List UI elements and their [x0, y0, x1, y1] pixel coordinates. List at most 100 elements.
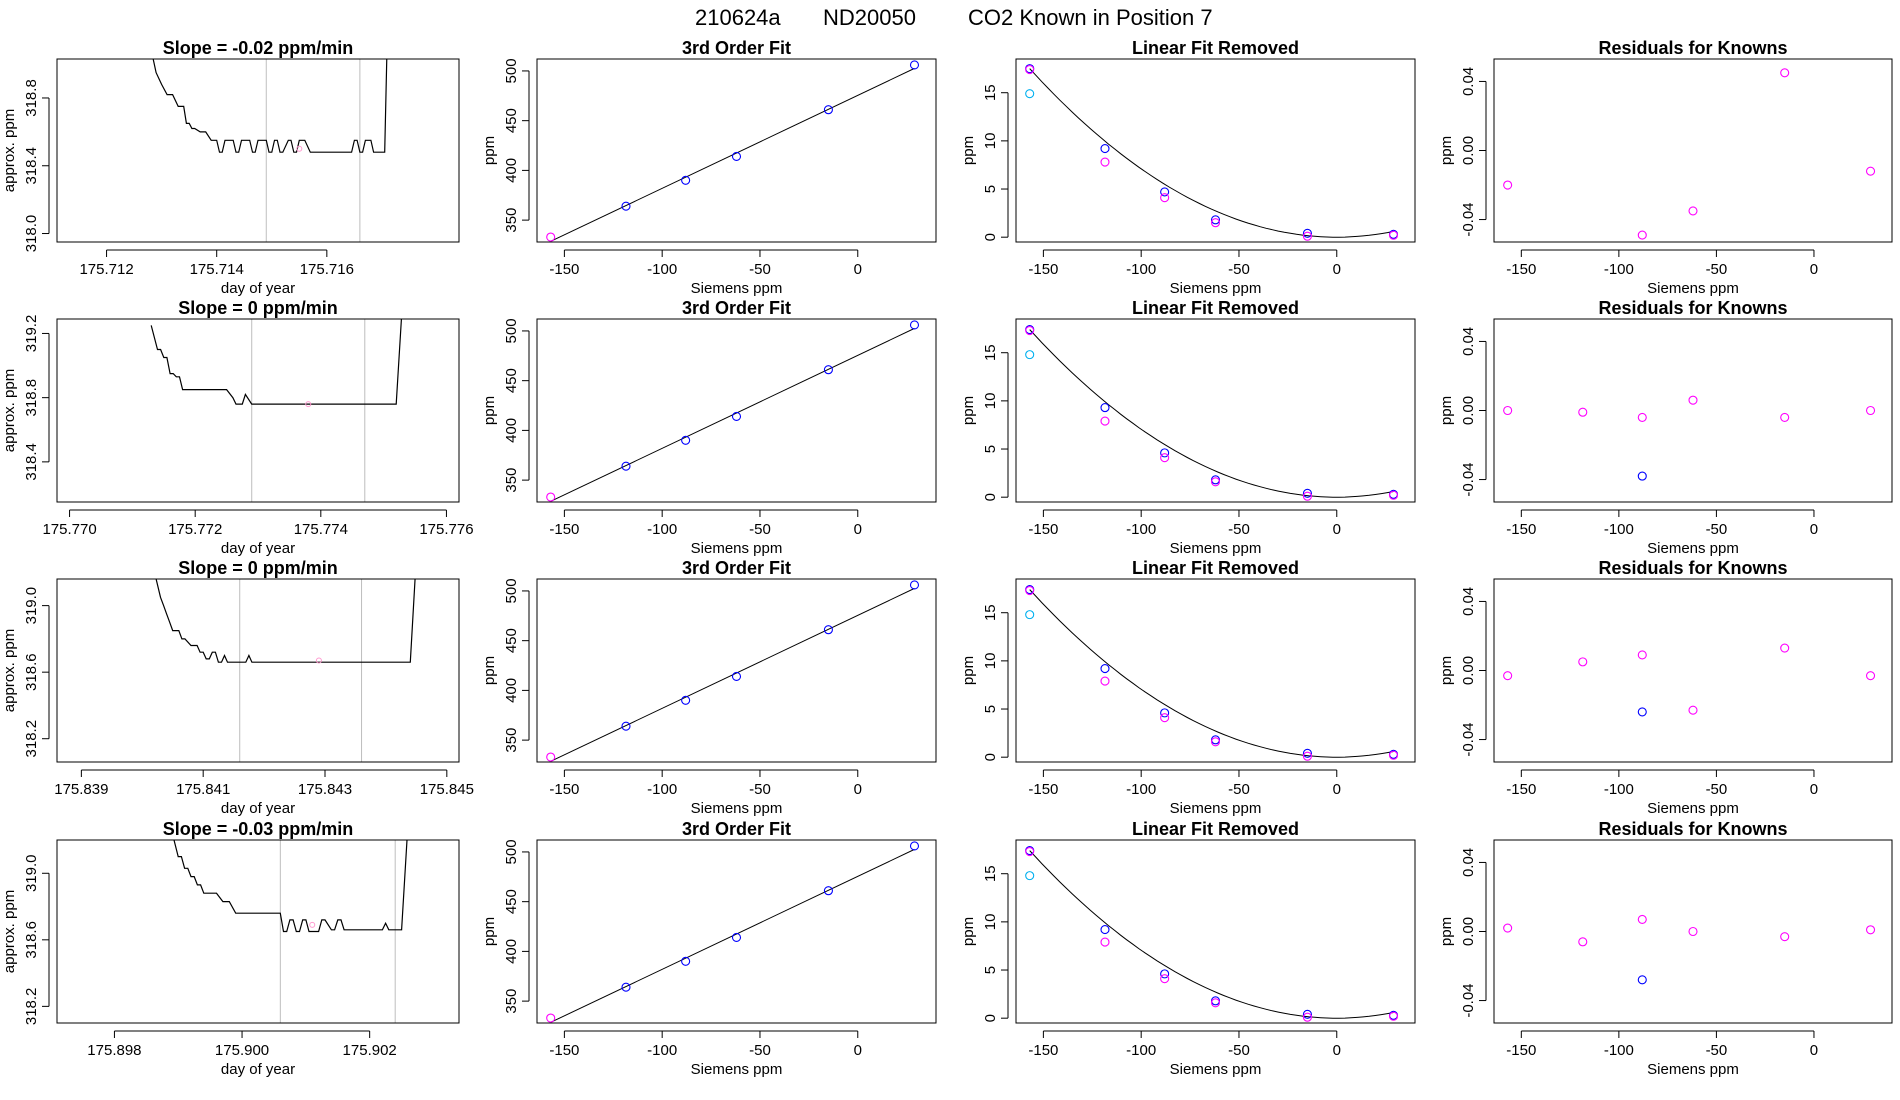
x-axis-label: Siemens ppm	[1170, 280, 1262, 297]
y-tick-label: 318.6	[23, 653, 40, 691]
x-tick-label: -100	[1604, 261, 1634, 278]
mean-marker	[296, 145, 303, 152]
x-tick-label: 175.841	[176, 781, 230, 798]
y-tick-label: 0.00	[1460, 136, 1477, 165]
x-tick-label: -100	[647, 521, 677, 538]
panel-title: Slope = 0 ppm/min	[178, 558, 338, 578]
chart-panel-r3-c1: 3rd Order Fit Siemens ppm ppm -150 -100 -50 0 3…	[481, 819, 937, 1078]
chart-panel-r3-c2: Linear Fit Removed Siemens ppm ppm -150 -100…	[960, 819, 1416, 1078]
y-tick-label: 500	[503, 839, 520, 864]
chart-panel-r2-c1: 3rd Order Fit Siemens ppm ppm -150 -100 -50 0 3…	[481, 558, 937, 817]
data-point-resid	[1388, 490, 1399, 500]
figure-title-run: 210624a	[695, 5, 781, 30]
data-point	[1688, 206, 1698, 216]
y-axis-label: approx. ppm	[1, 369, 18, 452]
data-point	[1780, 68, 1790, 78]
mean-marker	[305, 401, 312, 408]
chart-panel-r0-c3: Residuals for Knowns Siemens ppm ppm -150 -1…	[1438, 38, 1893, 297]
data-point	[823, 625, 833, 635]
y-axis-label: ppm	[1438, 656, 1455, 685]
fit-curve	[1029, 329, 1394, 498]
chart-panel-r1-c2: Linear Fit Removed Siemens ppm ppm -150 -100…	[960, 298, 1416, 557]
y-tick-label: -0.04	[1460, 722, 1477, 756]
panel-data-layer	[1503, 914, 1876, 985]
data-point	[1503, 180, 1513, 190]
x-axis-label: day of year	[221, 540, 295, 557]
panel-data-layer	[546, 320, 920, 502]
x-tick-label: -50	[1228, 781, 1250, 798]
data-point	[1865, 405, 1876, 416]
plot-frame	[56, 839, 460, 1024]
y-axis-label: ppm	[960, 917, 977, 946]
y-tick-label: 318.2	[23, 988, 40, 1026]
y-tick-label: 450	[503, 108, 520, 133]
data-point-resid	[1210, 477, 1221, 487]
data-point	[1865, 925, 1876, 935]
panel-data-layer	[1025, 325, 1399, 501]
data-point-fit	[1100, 664, 1110, 674]
concentration-trace	[150, 319, 403, 405]
x-axis-label: Siemens ppm	[1647, 1061, 1739, 1078]
plot-frame	[1493, 839, 1893, 1024]
y-axis-label: ppm	[960, 656, 977, 685]
x-tick-label: 0	[1333, 261, 1341, 278]
y-axis-label: ppm	[960, 396, 977, 425]
data-point-resid	[1025, 326, 1035, 336]
x-tick-label: -150	[549, 781, 579, 798]
x-tick-label: 0	[1810, 1042, 1818, 1059]
data-point	[731, 932, 742, 943]
y-tick-label: -0.04	[1460, 462, 1477, 496]
panel-title: Residuals for Knowns	[1598, 38, 1787, 58]
x-tick-label: -100	[1604, 521, 1634, 538]
data-point-resid	[1160, 453, 1170, 463]
x-tick-label: -150	[1506, 781, 1536, 798]
fit-curve	[1029, 68, 1394, 238]
panel-data-layer	[1025, 846, 1399, 1022]
data-point	[1780, 643, 1790, 653]
x-tick-label: -50	[749, 1042, 771, 1059]
x-tick-label: 0	[1810, 521, 1818, 538]
chart-panel-r1-c3: Residuals for Knowns Siemens ppm ppm -150 -1…	[1438, 298, 1893, 557]
x-tick-label: -100	[647, 1042, 677, 1059]
data-point	[1688, 395, 1698, 405]
data-point	[1578, 657, 1588, 667]
x-axis-label: Siemens ppm	[1647, 800, 1739, 817]
x-tick-label: 175.900	[215, 1042, 269, 1059]
x-tick-label: 175.716	[300, 261, 354, 278]
y-tick-label: 319.2	[23, 315, 40, 353]
data-point	[1637, 471, 1647, 481]
data-point	[1637, 914, 1647, 924]
x-tick-label: 175.774	[294, 521, 348, 538]
x-tick-label: 0	[1333, 1042, 1341, 1059]
data-point	[1637, 975, 1647, 985]
data-point-resid	[1302, 1012, 1312, 1022]
y-axis-label: ppm	[481, 917, 498, 946]
data-point-resid	[1160, 193, 1170, 203]
data-point	[909, 580, 920, 590]
chart-panel-r0-c0: Slope = -0.02 ppm/min day of year approx. …	[1, 38, 460, 297]
y-tick-label: 450	[503, 889, 520, 914]
x-tick-label: -50	[1228, 521, 1250, 538]
data-point-resid	[1025, 65, 1035, 75]
data-point	[1865, 166, 1876, 176]
y-tick-label: 15	[982, 344, 999, 361]
plot-frame	[1493, 318, 1893, 503]
x-tick-label: -150	[549, 521, 579, 538]
panel-title: Slope = 0 ppm/min	[178, 298, 338, 318]
data-point-fit	[1302, 488, 1312, 498]
data-point	[546, 492, 556, 502]
data-point	[1578, 407, 1588, 417]
data-point	[1637, 412, 1647, 422]
panel-title: 3rd Order Fit	[682, 558, 791, 578]
y-tick-label: 5	[982, 705, 999, 713]
x-tick-label: -100	[1126, 1042, 1156, 1059]
data-point-fit	[1100, 925, 1110, 935]
x-axis-label: Siemens ppm	[691, 280, 783, 297]
data-point-known	[1025, 871, 1035, 881]
y-tick-label: 318.8	[23, 79, 40, 117]
y-tick-label: 450	[503, 628, 520, 653]
plot-frame	[1015, 839, 1416, 1024]
plot-frame	[1015, 578, 1416, 763]
data-point-known	[1025, 89, 1035, 99]
